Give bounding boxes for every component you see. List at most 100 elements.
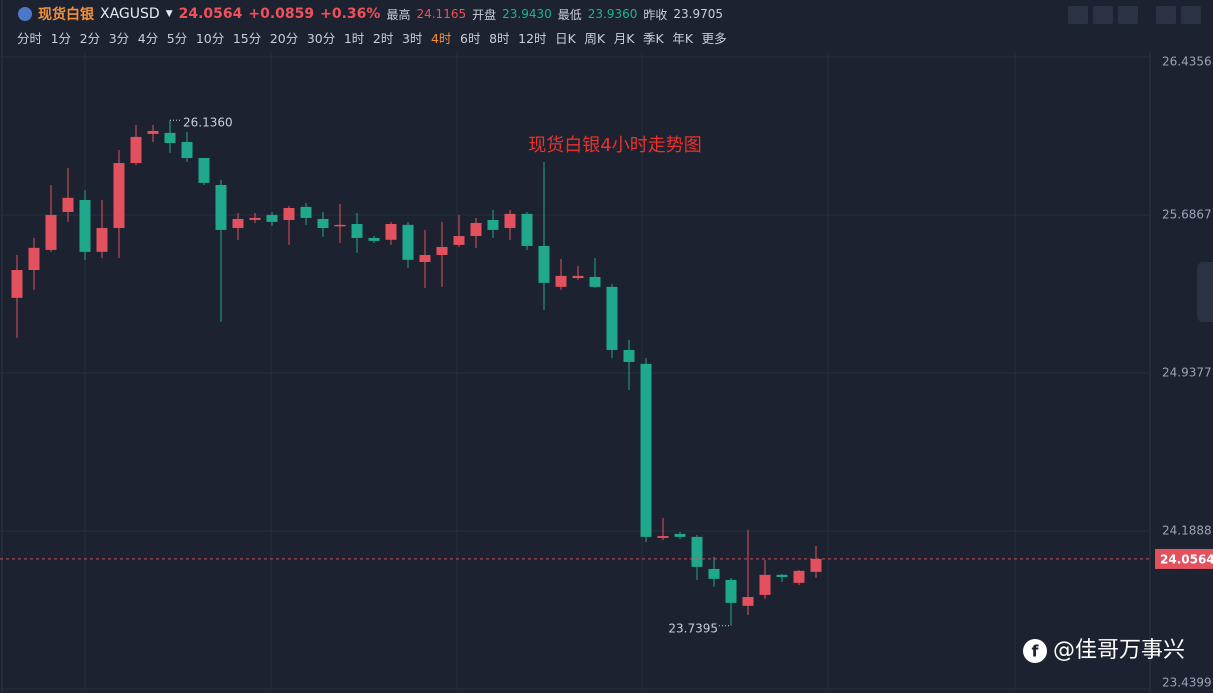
- period-button[interactable]: 日K: [555, 31, 576, 46]
- candle-body: [538, 245, 550, 283]
- period-button[interactable]: 2时: [372, 31, 394, 46]
- period-button[interactable]: 1时: [343, 31, 365, 46]
- candle-body: [96, 228, 108, 252]
- button[interactable]: [1093, 6, 1113, 24]
- candle-body: [572, 275, 584, 279]
- button[interactable]: [1068, 6, 1088, 24]
- quote-header: 现货白银 XAGUSD ▼ 24.0564 +0.0859 +0.36% 最高 …: [18, 4, 723, 24]
- high-value: 24.1165: [416, 7, 467, 21]
- button[interactable]: [1118, 6, 1138, 24]
- side-tab[interactable]: [1197, 262, 1213, 322]
- button[interactable]: [1181, 6, 1201, 24]
- candle-body: [759, 574, 771, 595]
- period-button[interactable]: 6时: [460, 31, 481, 46]
- y-tick-label: 24.1888: [1162, 524, 1212, 538]
- candle-body: [725, 579, 737, 603]
- period-button[interactable]: 分时: [17, 31, 43, 46]
- period-button[interactable]: 5分: [166, 31, 188, 46]
- candle-body: [368, 237, 380, 241]
- candle-body: [283, 207, 295, 221]
- last-price-box: [1155, 548, 1213, 569]
- period-button[interactable]: 4时: [430, 31, 452, 46]
- symbol-icon: [18, 7, 32, 21]
- candle-body: [419, 255, 431, 262]
- candle-body: [691, 536, 703, 567]
- period-button[interactable]: 15分: [232, 31, 262, 46]
- period-button[interactable]: 年K: [672, 31, 694, 46]
- y-tick-label: 23.4399: [1162, 676, 1212, 690]
- candle-body: [232, 218, 244, 229]
- watermark-text: @佳哥万事兴: [1053, 638, 1185, 663]
- prev-label: 昨收: [643, 7, 668, 22]
- y-tick-label: 25.6867: [1162, 208, 1212, 222]
- change: +0.0859: [248, 6, 315, 22]
- button[interactable]: [1156, 6, 1176, 24]
- period-button[interactable]: 周K: [584, 31, 606, 46]
- candle-body: [521, 213, 533, 246]
- candle-body: [181, 141, 193, 158]
- period-button[interactable]: 3分: [108, 31, 130, 46]
- candle-body: [589, 276, 601, 287]
- period-button[interactable]: 月K: [613, 31, 635, 46]
- candle-body: [708, 568, 720, 579]
- candle-body: [130, 136, 142, 164]
- candle-body: [810, 558, 822, 572]
- vertical-grid: [84, 53, 1016, 690]
- symbol-name: 现货白银: [38, 7, 94, 23]
- candle-body: [436, 247, 448, 256]
- period-button[interactable]: 8时: [489, 31, 510, 46]
- tool-buttons: [1068, 6, 1201, 24]
- candle-body: [793, 570, 805, 583]
- period-button[interactable]: 10分: [195, 31, 225, 46]
- candle-body: [385, 224, 397, 240]
- watermark: f @佳哥万事兴: [1023, 638, 1185, 663]
- min-label: 23.7395: [668, 621, 718, 635]
- last-price-label: 24.0564: [1160, 552, 1213, 566]
- candle-body: [11, 270, 23, 298]
- candle-body: [776, 574, 788, 577]
- period-button[interactable]: 更多: [701, 31, 727, 46]
- change-pct: +0.36%: [320, 6, 381, 22]
- dropdown-caret[interactable]: ▼: [165, 9, 173, 19]
- period-button[interactable]: 季K: [643, 31, 664, 46]
- candle-body: [487, 220, 499, 230]
- period-button[interactable]: 4分: [137, 31, 159, 46]
- period-button[interactable]: 12时: [518, 31, 547, 46]
- candle-body: [606, 286, 618, 350]
- period-button[interactable]: 3时: [401, 31, 423, 46]
- candle-body: [79, 199, 91, 252]
- candle-body: [28, 247, 40, 271]
- candle-body: [470, 222, 482, 237]
- candle-body: [351, 224, 363, 238]
- candle-body: [504, 213, 516, 229]
- candle-body: [62, 197, 74, 212]
- candle-body: [164, 132, 176, 143]
- period-button[interactable]: 20分: [269, 31, 299, 46]
- candle-body: [640, 363, 652, 537]
- low-label: 最低: [557, 7, 582, 22]
- candle-body: [266, 214, 278, 222]
- low-value: 23.9360: [587, 7, 638, 21]
- open-label: 开盘: [472, 7, 497, 22]
- candle-body: [334, 224, 346, 227]
- period-button[interactable]: 2分: [79, 31, 101, 46]
- candle-body: [453, 236, 465, 245]
- symbol-code[interactable]: XAGUSD: [100, 6, 160, 22]
- spacer: [1143, 6, 1151, 24]
- y-tick-label: 26.4356: [1162, 55, 1212, 69]
- high-label: 最高: [386, 7, 411, 22]
- chart-title: 现货白银4小时走势图: [528, 135, 701, 156]
- max-label: 26.1360: [183, 116, 233, 130]
- candle-body: [317, 218, 329, 229]
- svg-text:f: f: [1032, 642, 1040, 661]
- candle-body: [555, 275, 567, 287]
- price: 24.0564: [178, 6, 243, 22]
- period-button[interactable]: 30分: [306, 31, 336, 46]
- candle-body: [674, 533, 686, 537]
- candle-body: [742, 597, 754, 606]
- candle-body: [113, 163, 125, 229]
- y-tick-label: 24.9377: [1162, 366, 1212, 380]
- period-button[interactable]: 1分: [50, 31, 72, 46]
- candle-body: [147, 130, 159, 134]
